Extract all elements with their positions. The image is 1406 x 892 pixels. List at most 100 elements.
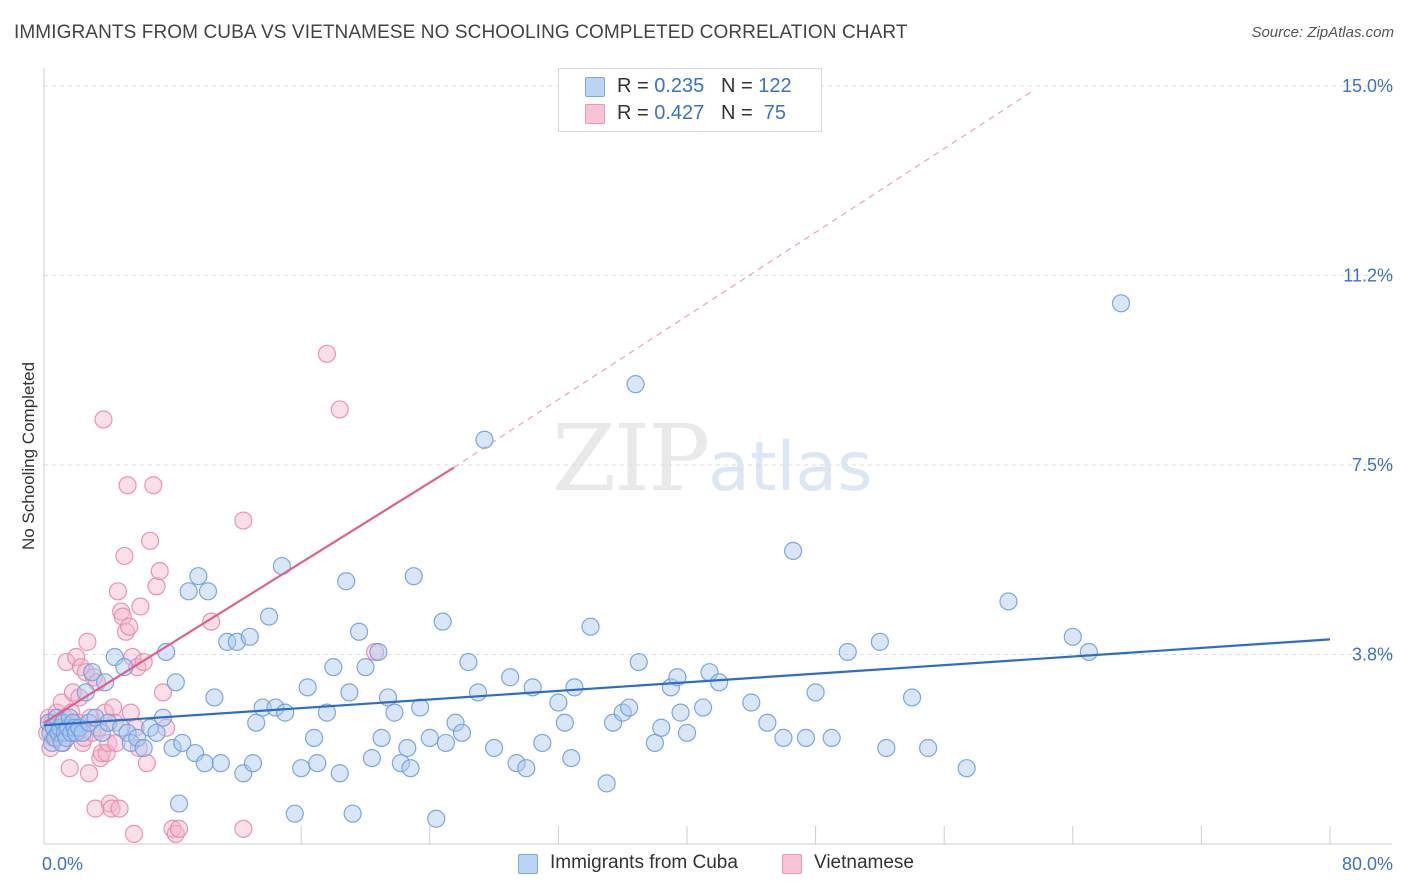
vietnamese-point-41 [104,698,123,717]
y-tick-label-1: 7.5% [1352,455,1393,475]
bottom-legend-label-vietnamese: Vietnamese [814,852,914,873]
cuba-point-75 [372,728,391,747]
cuba-point-89 [459,652,478,672]
cuba-point-122 [796,728,816,747]
legend-swatch-vietnamese [585,104,605,124]
legend-swatch-cuba [585,77,605,97]
legend-r-label-cuba: R = [617,75,649,97]
vietnamese-point-62 [144,476,163,495]
vietnamese-point-73 [317,344,337,363]
cuba-point-73 [362,748,382,768]
vietnamese-point-21 [71,658,91,677]
vietnamese-point-48 [115,546,134,566]
cuba-point-129 [919,738,938,758]
cuba-point-41 [173,733,192,753]
cuba-point-48 [211,754,230,773]
cuba-point-106 [620,698,639,717]
cuba-point-39 [166,673,185,692]
vietnamese-point-45 [110,799,129,818]
watermark: ZIPatlas [552,405,873,512]
vietnamese-point-26 [79,764,99,783]
cuba-point-42 [179,582,198,601]
cuba-point-117 [710,673,729,692]
correlation-legend: R = 0.235 N = 122 R = 0.427 N = 75 [558,68,822,132]
cuba-point-49 [218,632,237,651]
cuba-point-33 [134,738,153,758]
vietnamese-point-66 [157,718,176,737]
vietnamese-trend-extension [453,90,1033,469]
vietnamese-point-25 [78,632,97,651]
legend-r-value-vietnamese: 0.427 [654,102,705,124]
cuba-point-61 [292,759,311,778]
vietnamese-point-60 [137,754,156,773]
axes [43,68,1392,845]
cuba-point-133 [1079,642,1098,662]
vietnamese-point-47 [113,607,132,626]
cuba-point-54 [247,713,266,732]
cuba-point-44 [189,567,208,586]
y-tick-label-2: 11.2% [1343,266,1393,286]
cuba-point-94 [507,754,526,773]
cuba-point-127 [877,738,896,758]
watermark-zip: ZIP [552,405,710,512]
cuba-point-17 [67,723,86,742]
y-axis-title: No Schooling Completed [19,362,38,550]
cuba-point-79 [398,738,417,758]
cuba-point-65 [317,703,337,722]
cuba-point-80 [401,759,420,778]
cuba-point-45 [195,754,214,773]
legend-n-label-cuba: N = [720,75,753,97]
cuba-point-134 [1111,294,1131,313]
vietnamese-point-70 [202,612,221,631]
cuba-point-119 [758,713,777,732]
vietnamese-point-32 [89,718,108,737]
cuba-point-99 [555,713,574,732]
legend-n-label-vietnamese: N = [720,102,753,124]
cuba-point-123 [806,683,825,702]
cuba-point-64 [308,754,327,773]
legend-r-label-vietnamese: R = [617,102,649,124]
cuba-point-107 [626,375,645,394]
cuba-point-46 [198,582,218,601]
vietnamese-point-51 [120,617,139,636]
cuba-point-72 [356,658,375,677]
cuba-point-70 [343,804,362,823]
cuba-points [39,294,1131,828]
x-tick-label-0: 0.0% [42,854,83,874]
x-tick-label-1: 80.0% [1342,854,1393,874]
vietnamese-point-64 [150,562,169,581]
bottom-legend-label-cuba: Immigrants from Cuba [550,852,738,873]
cuba-point-40 [169,794,189,813]
cuba-point-60 [285,804,304,823]
cuba-point-81 [404,567,423,586]
bottom-legend-swatch-vietnamese [782,854,802,874]
cuba-point-113 [671,703,690,722]
legend-text-cuba: R = 0.235 N = 122 [617,75,792,98]
cuba-point-132 [1063,627,1082,646]
bottom-legend-swatch-cuba [518,854,538,874]
cuba-point-69 [340,683,359,702]
cuba-point-59 [276,703,295,722]
vietnamese-point-35 [94,410,113,429]
cuba-point-103 [597,774,616,793]
cuba-point-32 [128,728,147,747]
cuba-point-84 [427,809,446,828]
cuba-point-98 [549,693,568,712]
cuba-point-91 [475,430,494,449]
cuba-point-102 [581,617,600,636]
vietnamese-trend-line [43,466,455,724]
cuba-point-128 [902,688,922,707]
vietnamese-point-14 [60,759,79,778]
vietnamese-point-69 [169,819,189,838]
cuba-point-52 [240,627,259,646]
cuba-point-124 [822,728,841,747]
cuba-point-97 [533,733,552,753]
chart-title: IMMIGRANTS FROM CUBA VS VIETNAMESE NO SC… [14,22,908,43]
vietnamese-point-54 [124,824,144,843]
cuba-point-108 [629,652,648,672]
cuba-point-86 [436,733,455,753]
y-tick-label-0: 3.8% [1352,645,1393,665]
legend-r-value-cuba: 0.235 [654,75,705,97]
vietnamese-point-49 [116,622,136,641]
